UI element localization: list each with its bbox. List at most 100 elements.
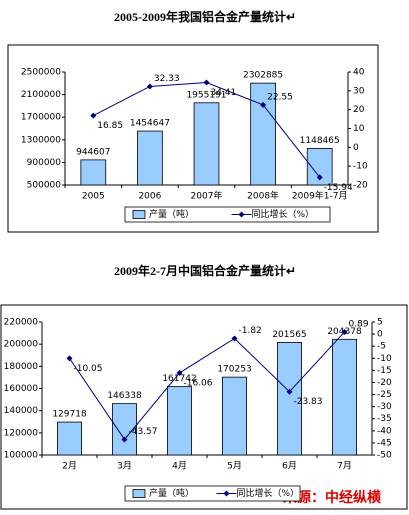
y2-tick-label: -15: [377, 366, 392, 376]
bar: [57, 421, 83, 456]
x-tick-label: 6月: [282, 461, 297, 472]
y2-tick-label: 30: [353, 86, 365, 96]
y2-tick-label: 10: [353, 124, 365, 134]
y2-tick-label: -20: [377, 378, 392, 388]
y-tick-label: 2500000: [21, 68, 61, 78]
y2-tick-label: -50: [377, 451, 392, 461]
line-value-label: 34.41: [211, 88, 237, 98]
bar: [80, 159, 107, 186]
bar-value-label: 2302885: [243, 71, 283, 81]
chart-title: 2005-2009年我国铝合金产量统计↵: [114, 9, 296, 24]
y2-tick-label: -10: [353, 162, 368, 172]
x-tick-label: 7月: [337, 461, 352, 472]
chart-frame: [7, 44, 379, 233]
bar: [331, 338, 357, 456]
line-marker: [90, 112, 97, 119]
watermark: 来源：中经纵横: [282, 489, 382, 506]
y2-tick-label: 0: [353, 143, 359, 153]
line-value-label: -10.05: [74, 364, 103, 374]
bar: [166, 386, 192, 456]
y2-tick-label: 0: [377, 330, 383, 340]
line-marker: [316, 174, 323, 181]
bar: [221, 376, 247, 456]
y-tick-label: 200000: [4, 340, 39, 350]
legend-label: 产量（吨）: [149, 208, 194, 220]
x-tick-label: 2006: [138, 192, 161, 202]
y-tick-label: 160000: [4, 384, 39, 394]
x-tick-label: 2007年: [191, 190, 223, 202]
bar-value-label: 944607: [76, 147, 110, 157]
legend-label: 同比增长（%）: [252, 208, 315, 220]
bar-value-label: 1955191: [186, 90, 226, 100]
line-marker: [66, 355, 73, 362]
y2-tick-label: -20: [353, 181, 368, 191]
x-tick-label: 2005: [82, 192, 105, 202]
bar: [193, 102, 220, 186]
legend-label: 同比增长（%）: [237, 487, 300, 499]
legend-marker: [238, 211, 245, 218]
x-tick-label: 4月: [172, 461, 187, 472]
y2-tick-label: -30: [377, 402, 392, 412]
bar-value-label: 170253: [217, 365, 251, 375]
y-tick-label: 100000: [4, 451, 39, 461]
y2-tick-label: 20: [353, 105, 365, 115]
x-tick-label: 2008年: [247, 190, 279, 202]
x-tick-label: 5月: [227, 461, 242, 472]
y2-tick-label: 40: [353, 68, 365, 78]
x-tick-label: 3月: [117, 461, 132, 472]
line-marker: [203, 79, 210, 86]
legend-swatch: [132, 210, 146, 219]
bar-value-label: 1148465: [300, 136, 340, 146]
line-marker: [146, 83, 153, 90]
y-tick-label: 220000: [4, 318, 39, 328]
line-value-label: 0.89: [349, 319, 369, 329]
bar-value-label: 161742: [162, 374, 196, 384]
chart-title: 2009年2-7月中国铝合金产量统计↵: [114, 263, 296, 278]
bar-value-label: 146338: [107, 391, 142, 401]
y-tick-label: 1700000: [21, 113, 61, 123]
y2-tick-label: -10: [377, 354, 392, 364]
bar: [276, 342, 302, 456]
line: [69, 331, 345, 441]
x-tick-label: 2009年1-7月: [292, 190, 348, 202]
y2-tick-label: 5: [377, 318, 383, 328]
line-marker: [176, 369, 183, 376]
y2-tick-label: -45: [377, 438, 392, 448]
line-value-label: -16.06: [184, 378, 213, 388]
line-marker: [121, 436, 128, 443]
bar-value-label: 1454647: [130, 119, 170, 129]
bar-value-label: 129718: [52, 410, 87, 420]
line-value-label: 22.55: [267, 92, 293, 102]
y-tick-label: 120000: [4, 428, 39, 438]
line-value-label: -43.57: [129, 427, 158, 437]
legend-box: [124, 206, 331, 223]
x-tick-label: 2月: [62, 461, 77, 472]
y-tick-label: 180000: [4, 362, 39, 372]
line-marker: [231, 335, 238, 342]
y2-tick-label: -5: [377, 342, 386, 352]
y-tick-label: 900000: [27, 158, 62, 168]
line-marker: [260, 101, 267, 108]
y-tick-label: 1300000: [21, 135, 61, 145]
legend-marker: [223, 490, 230, 497]
line-value-label: -23.83: [294, 397, 323, 407]
bar: [137, 130, 163, 186]
bar-value-label: 201565: [272, 330, 306, 340]
y2-tick-label: -40: [377, 426, 392, 436]
y2-tick-label: -35: [377, 414, 392, 424]
y-tick-label: 2100000: [21, 90, 61, 100]
legend-box: [124, 485, 301, 502]
bar: [250, 82, 276, 186]
line-value-label: -1.82: [239, 326, 262, 336]
y-tick-label: 140000: [4, 406, 39, 416]
y-tick-label: 500000: [27, 181, 62, 191]
line-value-label: 32.33: [154, 74, 180, 84]
line-value-label: -15.94: [324, 183, 353, 193]
legend-label: 产量（吨）: [149, 487, 194, 499]
line-marker: [341, 328, 348, 335]
line-value-label: 16.85: [97, 121, 123, 131]
line-marker: [286, 388, 293, 395]
legend-swatch: [132, 489, 146, 498]
